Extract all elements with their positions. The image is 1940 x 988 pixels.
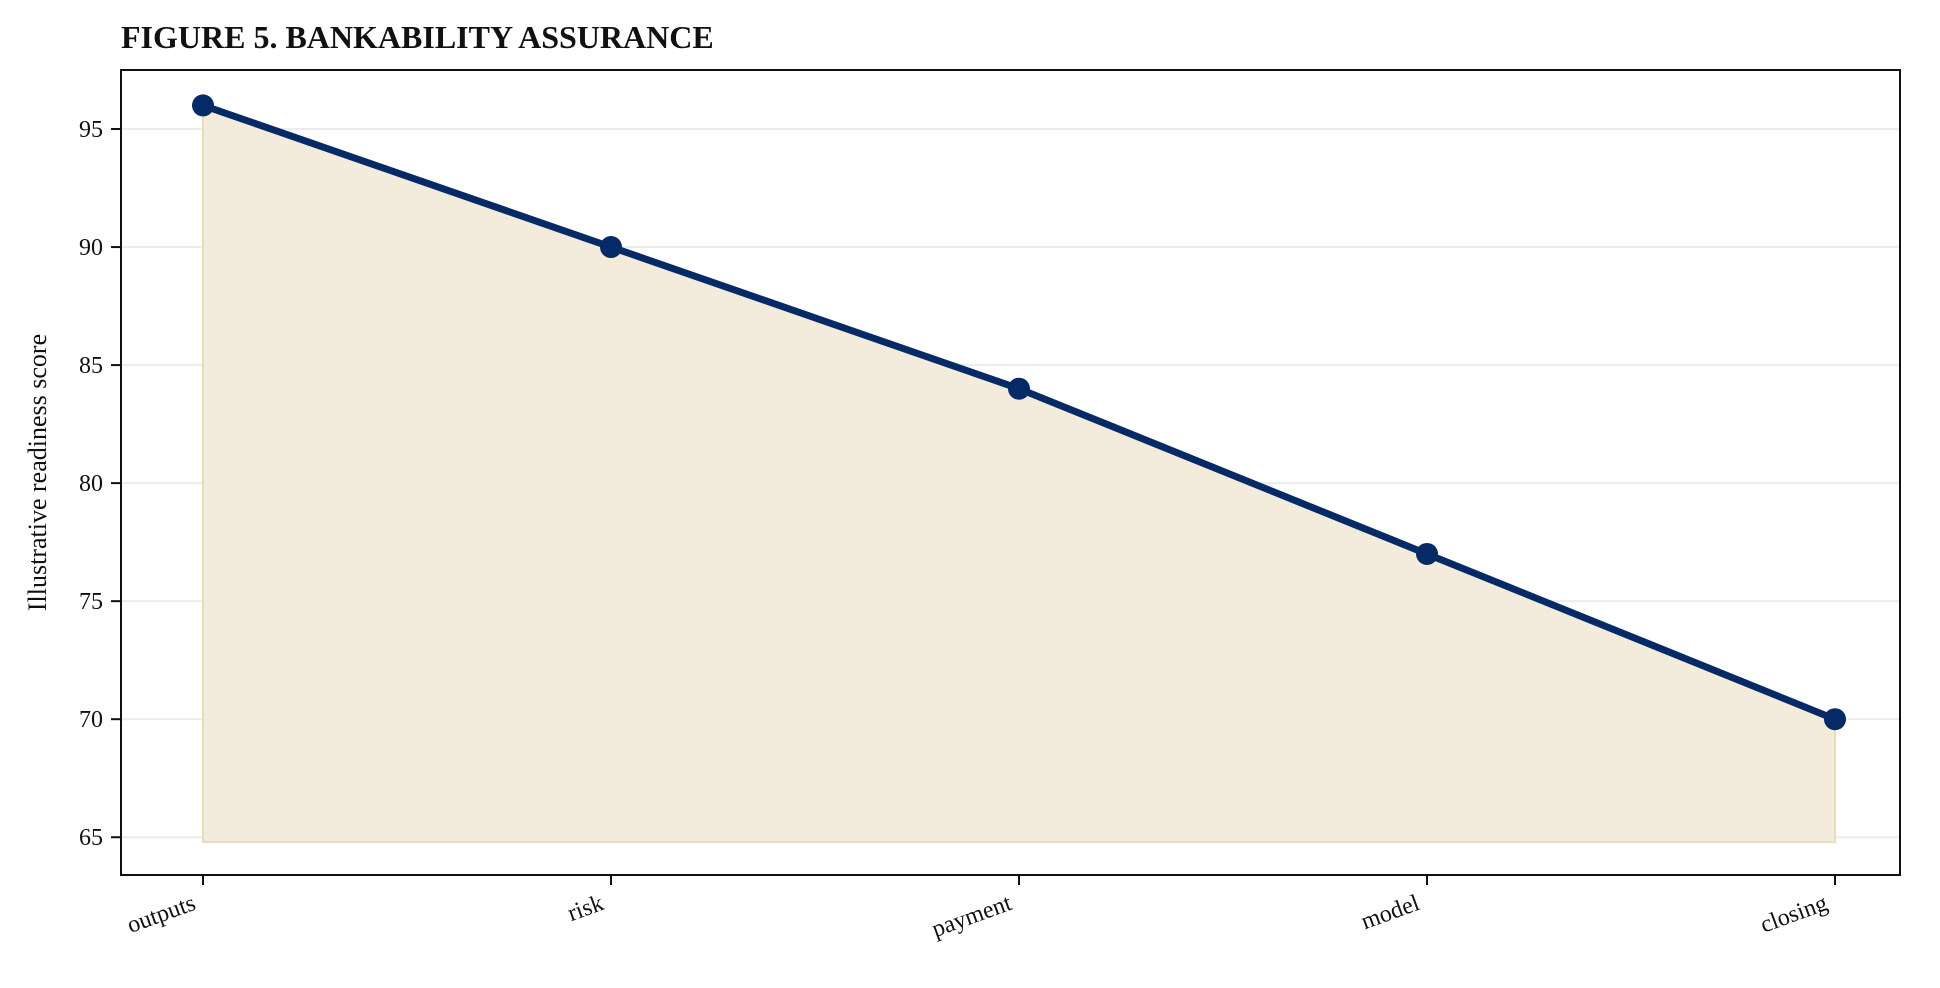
data-points [192, 94, 1846, 731]
y-tick-label: 65 [79, 825, 103, 851]
x-tick-label: risk [564, 890, 607, 927]
y-tick-label: 70 [79, 707, 103, 733]
data-point-risk [600, 236, 622, 259]
y-tick-label: 90 [79, 235, 103, 261]
chart-title: FIGURE 5. BANKABILITY ASSURANCE [121, 19, 714, 55]
y-tick-label: 80 [79, 471, 103, 497]
data-point-payment [1008, 377, 1030, 400]
x-tick-label: outputs [124, 890, 199, 939]
x-tick-label: closing [1757, 890, 1831, 938]
plot-frame [120, 69, 1901, 876]
y-tick-label: 75 [79, 589, 103, 615]
y-tick-label: 95 [79, 117, 103, 143]
data-point-model [1416, 542, 1438, 565]
x-axis-ticks: outputs risk payment model closing [124, 875, 1836, 943]
data-point-closing [1824, 708, 1846, 731]
data-point-outputs [192, 94, 214, 117]
area-fill-shape [202, 104, 1836, 843]
area-fill [202, 104, 1836, 843]
x-tick-label: payment [929, 890, 1016, 943]
y-tick-label: 85 [79, 353, 103, 379]
x-tick-label: model [1358, 890, 1424, 935]
y-axis-ticks: 65 70 75 80 85 90 95 [79, 117, 121, 851]
y-axis-label: Illustrative readiness score [23, 334, 52, 611]
